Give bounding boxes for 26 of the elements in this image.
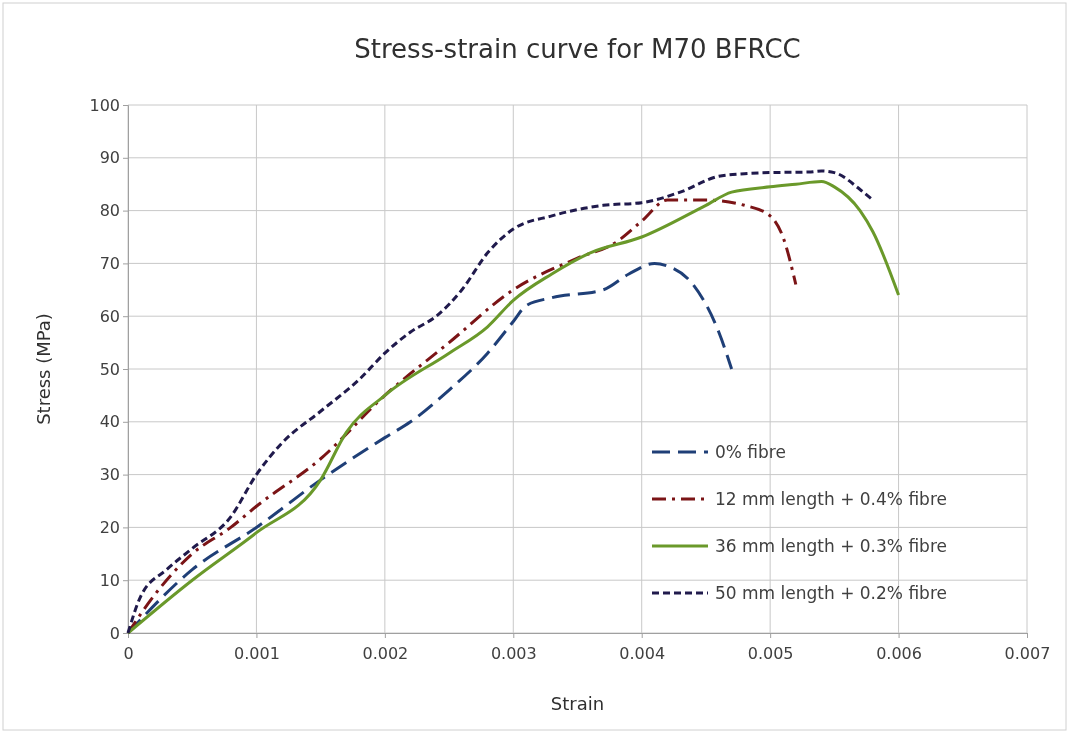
x-tick-label: 0.002 (362, 643, 409, 663)
x-tick-label: 0.005 (747, 643, 794, 663)
y-tick-label: 40 (99, 412, 120, 432)
legend-label: 0% fibre (715, 442, 786, 462)
x-tick-label: 0.004 (619, 643, 666, 663)
legend-label: 36 mm length + 0.3% fibre (715, 536, 947, 556)
y-tick-label: 70 (99, 254, 120, 274)
legend-label: 12 mm length + 0.4% fibre (715, 489, 947, 509)
x-tick-label: 0 (123, 643, 134, 663)
x-tick-label: 0.007 (1004, 643, 1051, 663)
y-tick-label: 90 (99, 148, 120, 168)
y-tick-label: 100 (89, 95, 120, 115)
legend-label: 50 mm length + 0.2% fibre (715, 583, 947, 603)
chart-title: Stress-strain curve for M70 BFRCC (354, 34, 801, 64)
x-tick-label: 0.001 (234, 643, 280, 663)
y-tick-label: 50 (99, 359, 120, 379)
y-tick-label: 0 (109, 623, 120, 643)
y-tick-label: 10 (99, 570, 120, 590)
x-tick-label: 0.003 (490, 643, 537, 663)
y-axis-title: Stress (MPa) (33, 313, 54, 425)
x-tick-label: 0.006 (876, 643, 922, 663)
y-tick-label: 30 (99, 465, 120, 485)
x-axis-title: Strain (550, 693, 605, 714)
y-tick-label: 20 (99, 518, 120, 538)
y-tick-label: 60 (99, 306, 120, 326)
y-tick-label: 80 (99, 201, 120, 221)
